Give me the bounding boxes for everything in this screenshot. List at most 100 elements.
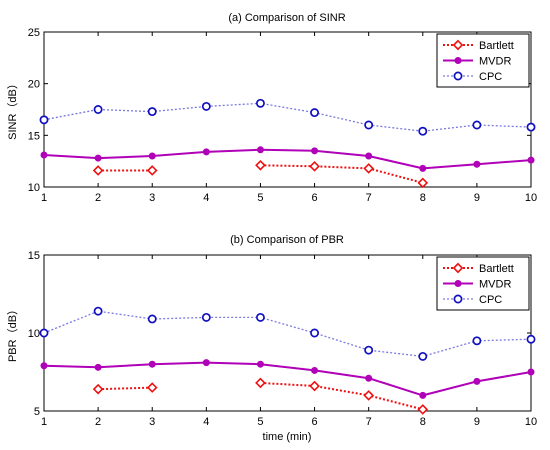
data-point-cpc bbox=[364, 345, 374, 355]
x-axis-label: time (min) bbox=[263, 431, 312, 443]
data-point-mvdr bbox=[94, 154, 102, 162]
data-point-bartlett bbox=[146, 165, 158, 176]
data-point-cpc bbox=[472, 336, 482, 346]
data-point-mvdr bbox=[94, 363, 102, 371]
data-point-mvdr bbox=[527, 156, 535, 164]
data-point-cpc bbox=[39, 115, 49, 125]
legend-label-bartlett: Bartlett bbox=[479, 263, 514, 275]
chart-panel-pbr: (b) Comparison of PBR PBR（dB） time (min)… bbox=[6, 234, 537, 443]
x-tick-label: 4 bbox=[203, 416, 209, 428]
x-tick-label: 10 bbox=[525, 192, 537, 204]
data-point-cpc bbox=[472, 120, 482, 130]
data-point-cpc bbox=[364, 120, 374, 130]
x-tick-label: 2 bbox=[95, 416, 101, 428]
data-point-cpc bbox=[418, 351, 428, 361]
legend-label-cpc: CPC bbox=[479, 294, 502, 306]
data-point-cpc bbox=[147, 107, 157, 117]
series-line-cpc bbox=[43, 102, 532, 132]
y-tick-label: 10 bbox=[28, 182, 40, 194]
data-point-bartlett bbox=[255, 377, 266, 389]
x-tick-label: 1 bbox=[41, 192, 47, 204]
data-point-bartlett bbox=[309, 380, 320, 392]
data-point-cpc bbox=[310, 328, 320, 338]
x-tick-label: 9 bbox=[474, 416, 480, 428]
y-tick-label: 15 bbox=[28, 250, 40, 262]
legend-marker-cpc bbox=[453, 294, 463, 304]
data-point-mvdr bbox=[311, 366, 319, 374]
data-point-bartlett bbox=[417, 404, 429, 415]
x-tick-label: 9 bbox=[474, 192, 480, 204]
legend-marker-mvdr bbox=[454, 57, 462, 64]
data-point-bartlett bbox=[92, 383, 104, 395]
x-tick-label: 5 bbox=[257, 192, 263, 204]
data-point-mvdr bbox=[148, 152, 156, 160]
y-axis-label: PBR（dB） bbox=[6, 304, 19, 362]
x-tick-label: 1 bbox=[41, 416, 47, 428]
data-point-cpc bbox=[310, 108, 320, 118]
data-point-mvdr bbox=[40, 362, 48, 370]
x-tick-label: 3 bbox=[149, 416, 155, 428]
data-point-mvdr bbox=[256, 146, 264, 154]
x-tick-label: 3 bbox=[149, 192, 155, 204]
x-tick-label: 8 bbox=[420, 416, 426, 428]
data-point-cpc bbox=[526, 122, 536, 132]
data-point-cpc bbox=[93, 306, 103, 316]
data-point-mvdr bbox=[202, 148, 210, 156]
data-point-cpc bbox=[526, 334, 536, 344]
x-tick-label: 5 bbox=[257, 416, 263, 428]
data-point-mvdr bbox=[148, 360, 156, 368]
x-tick-label: 7 bbox=[366, 416, 372, 428]
series-line-cpc bbox=[43, 310, 532, 358]
data-point-mvdr bbox=[311, 147, 319, 155]
data-point-mvdr bbox=[365, 374, 373, 382]
legend-label-bartlett: Bartlett bbox=[479, 40, 514, 52]
data-point-bartlett bbox=[309, 161, 320, 172]
legend-marker-cpc bbox=[453, 71, 463, 81]
series-line-bartlett bbox=[260, 381, 424, 411]
legend-marker-bartlett bbox=[452, 262, 464, 274]
data-point-cpc bbox=[93, 105, 103, 114]
legend-label-mvdr: MVDR bbox=[479, 56, 511, 68]
data-point-mvdr bbox=[419, 391, 427, 399]
x-tick-label: 6 bbox=[311, 192, 317, 204]
data-point-mvdr bbox=[202, 359, 210, 367]
y-tick-label: 25 bbox=[28, 27, 40, 39]
x-tick-label: 7 bbox=[366, 192, 372, 204]
data-point-bartlett bbox=[92, 165, 104, 176]
legend-marker-bartlett bbox=[452, 39, 464, 51]
data-point-mvdr bbox=[365, 152, 373, 160]
series-line-mvdr bbox=[43, 148, 532, 170]
chart-title: (b) Comparison of PBR bbox=[230, 234, 344, 246]
data-point-bartlett bbox=[255, 159, 266, 171]
x-tick-label: 2 bbox=[95, 192, 101, 204]
legend-marker-mvdr bbox=[454, 280, 462, 287]
chart-title: (a) Comparison of SINR bbox=[228, 12, 345, 24]
series-line-bartlett bbox=[98, 386, 153, 391]
legend-label-cpc: CPC bbox=[479, 71, 502, 83]
x-tick-label: 10 bbox=[525, 416, 537, 428]
legend-label-mvdr: MVDR bbox=[479, 279, 511, 291]
y-tick-label: 10 bbox=[28, 328, 40, 340]
data-point-mvdr bbox=[527, 368, 535, 376]
data-point-cpc bbox=[201, 101, 211, 111]
legend: Bartlett MVDR CPC bbox=[436, 33, 530, 88]
x-tick-label: 8 bbox=[420, 192, 426, 204]
data-point-bartlett bbox=[417, 177, 429, 189]
y-tick-label: 15 bbox=[28, 130, 40, 142]
data-point-bartlett bbox=[363, 163, 374, 174]
y-tick-label: 20 bbox=[28, 79, 40, 91]
data-point-bartlett bbox=[146, 382, 158, 393]
data-point-cpc bbox=[255, 312, 265, 322]
data-point-mvdr bbox=[473, 377, 481, 385]
data-point-cpc bbox=[201, 312, 211, 322]
chart-panel-sinr: (a) Comparison of SINR SINR（dB） 1 2 3 4 5 6 7 8… bbox=[6, 12, 537, 204]
series-line-bartlett bbox=[260, 164, 424, 184]
data-point-mvdr bbox=[473, 160, 481, 168]
x-tick-label: 4 bbox=[203, 192, 209, 204]
legend: Bartlett MVDR CPC bbox=[436, 256, 530, 311]
x-tick-label: 6 bbox=[311, 416, 317, 428]
y-axis-label: SINR（dB） bbox=[6, 78, 19, 140]
data-point-mvdr bbox=[256, 360, 264, 368]
data-point-mvdr bbox=[419, 164, 427, 172]
